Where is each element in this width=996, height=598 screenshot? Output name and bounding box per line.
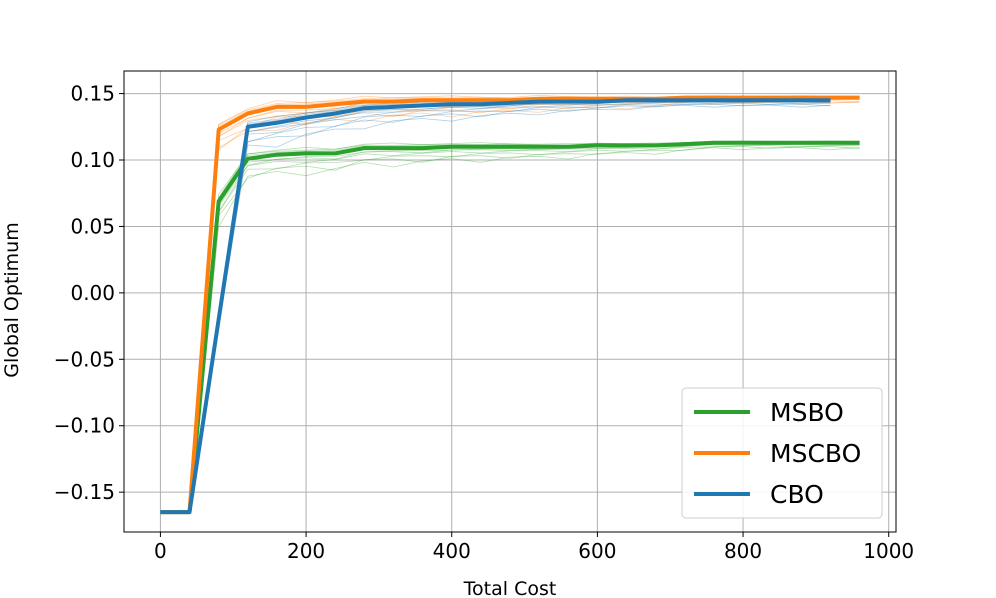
x-tick-label: 800 [724, 539, 762, 563]
legend-box [681, 387, 883, 519]
series-lines [160, 95, 860, 515]
y-tick-label: 0.10 [70, 148, 115, 172]
ticks: 0 200 400 600 800 1000 0.15 0.10 0.05 0.00 −0.05 −0… [54, 82, 914, 563]
series-line-cbo [160, 98, 831, 515]
series-line-msbo [160, 140, 860, 515]
x-axis-label: Total Cost [463, 578, 557, 598]
y-tick-label: 0.00 [70, 281, 115, 305]
y-tick-label: −0.10 [54, 414, 115, 438]
run-trace [160, 102, 831, 513]
plot-frame [123, 70, 897, 533]
run-trace [160, 101, 860, 513]
x-tick-label: 0 [154, 539, 167, 563]
legend-label-cbo: CBO [770, 480, 824, 509]
run-trace [160, 145, 860, 513]
run-trace [160, 146, 860, 513]
legend-label-msbo: MSBO [770, 398, 844, 427]
x-tick-label: 1000 [863, 539, 914, 563]
y-tick-label: 0.05 [70, 214, 115, 238]
run-trace [160, 144, 860, 513]
y-tick-label: −0.15 [54, 480, 115, 504]
y-axis-label: Global Optimum [1, 222, 23, 377]
run-trace [160, 103, 831, 513]
legend: MSBO MSCBO CBO [681, 387, 883, 519]
x-tick-label: 200 [287, 539, 325, 563]
run-trace [160, 104, 831, 513]
run-trace [160, 101, 831, 513]
x-tick-label: 400 [433, 539, 471, 563]
run-trace [160, 147, 860, 513]
x-tick-label: 600 [578, 539, 616, 563]
run-trace [160, 102, 860, 513]
y-tick-label: 0.15 [70, 82, 115, 106]
y-tick-label: −0.05 [54, 347, 115, 371]
legend-label-mscbo: MSCBO [770, 439, 861, 468]
series-line-mscbo [160, 95, 860, 515]
